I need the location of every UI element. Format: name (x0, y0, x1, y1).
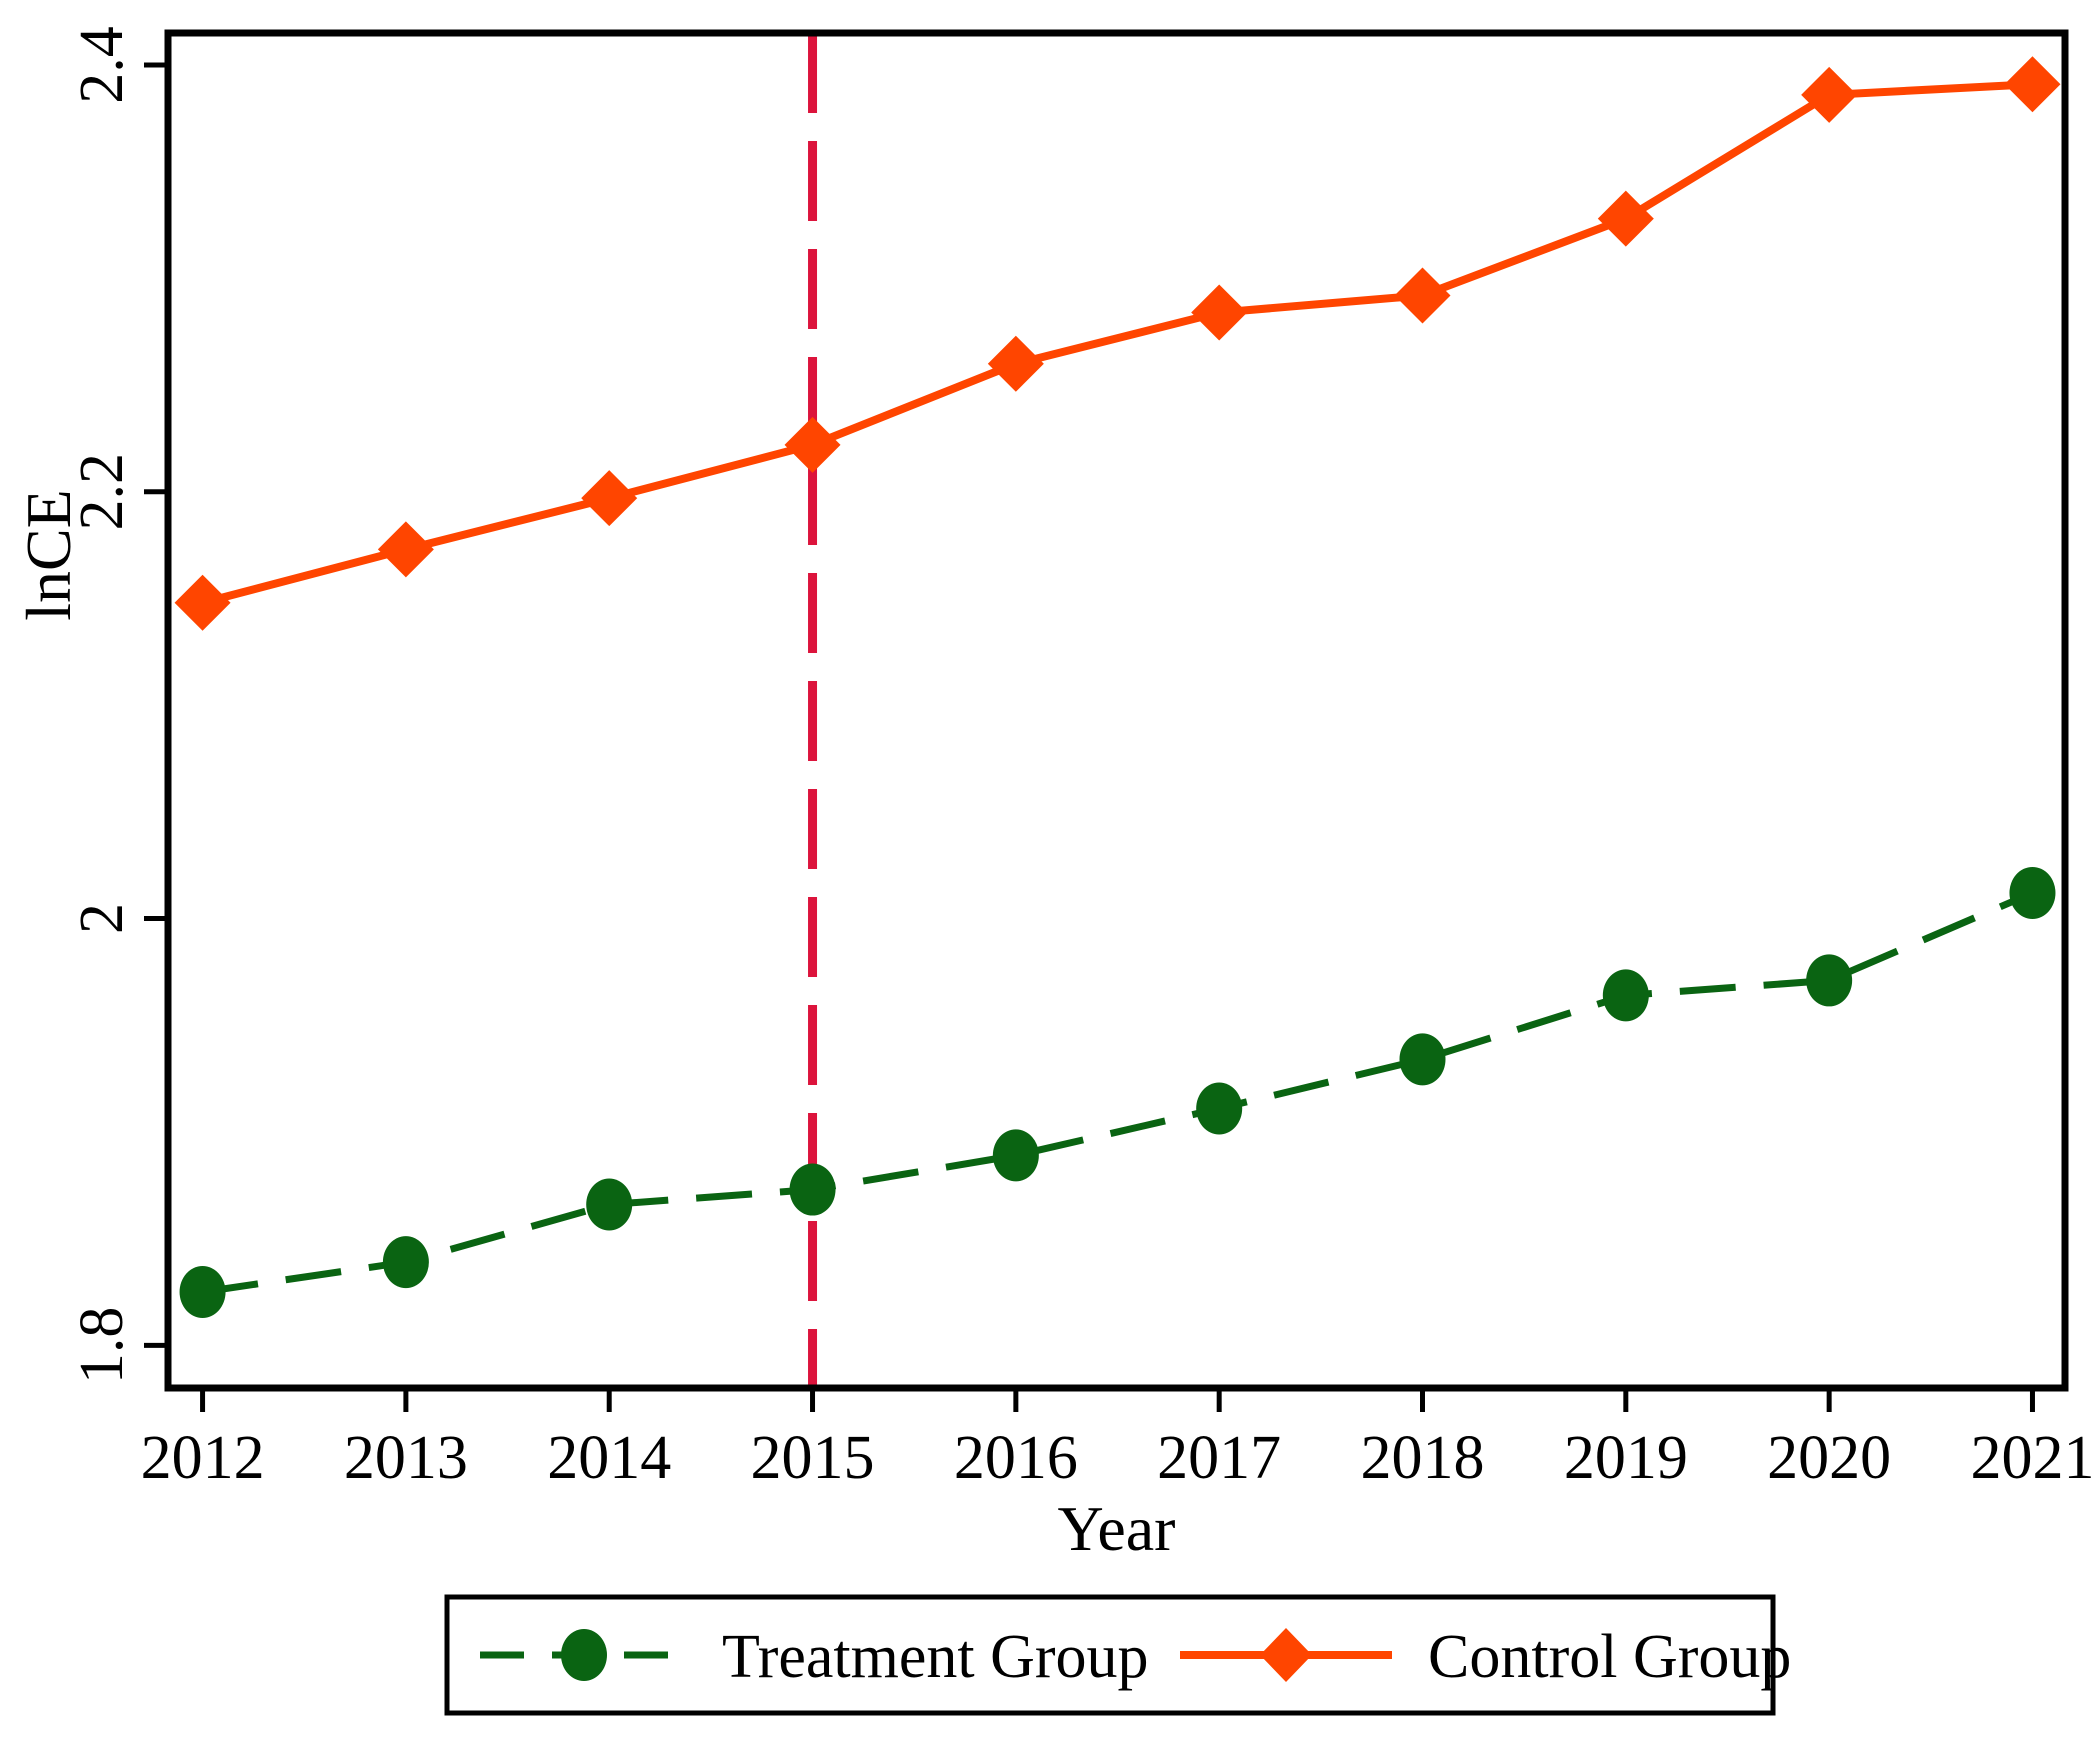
x-tick-label: 2021 (1970, 1424, 2094, 1492)
circle-marker (1806, 954, 1853, 1007)
legend-label-control: Control Group (1428, 1623, 1791, 1691)
x-tick-label: 2013 (344, 1424, 468, 1492)
circle-marker (2009, 866, 2056, 919)
diamond-marker (1394, 267, 1451, 324)
legend-label-treatment: Treatment Group (722, 1623, 1149, 1691)
circle-marker (586, 1178, 633, 1231)
diamond-marker (987, 335, 1044, 392)
y-tick-label: 2.4 (68, 26, 136, 104)
legend-diamond-marker (1260, 1628, 1312, 1682)
series-line-control-group (201, 80, 2033, 607)
y-axis-title: lnCE (13, 489, 84, 621)
x-axis-title: Year (1058, 1493, 1176, 1564)
diamond-marker (1801, 66, 1858, 123)
diamond-marker (1191, 284, 1248, 341)
x-tick-label: 2019 (1564, 1424, 1688, 1492)
diamond-marker (2004, 56, 2061, 113)
legend-circle-marker (561, 1629, 607, 1681)
diamond-marker (1597, 190, 1654, 247)
x-tick-label: 2017 (1157, 1424, 1281, 1492)
circle-marker (789, 1163, 836, 1216)
series-line-treatment-group (202, 889, 2034, 1296)
diamond-marker (581, 470, 638, 527)
x-tick-label: 2012 (141, 1424, 265, 1492)
diamond-marker (784, 416, 841, 473)
circle-marker (1602, 969, 1649, 1022)
circle-marker (382, 1236, 429, 1289)
x-tick-label: 2015 (751, 1424, 875, 1492)
diamond-marker (174, 574, 231, 631)
y-tick-label: 2.2 (68, 453, 136, 531)
circle-marker (1399, 1033, 1446, 1086)
x-tick-label: 2018 (1361, 1424, 1485, 1492)
circle-marker (992, 1129, 1039, 1182)
x-tick-label: 2020 (1767, 1424, 1891, 1492)
x-tick-label: 2014 (547, 1424, 671, 1492)
circle-marker (179, 1265, 226, 1318)
plot-border (164, 29, 2069, 1392)
circle-marker (1196, 1082, 1243, 1135)
y-tick-label: 2 (68, 903, 136, 934)
x-tick-label: 2016 (954, 1424, 1078, 1492)
y-tick-label: 1.8 (68, 1307, 136, 1385)
diamond-marker (377, 521, 434, 578)
